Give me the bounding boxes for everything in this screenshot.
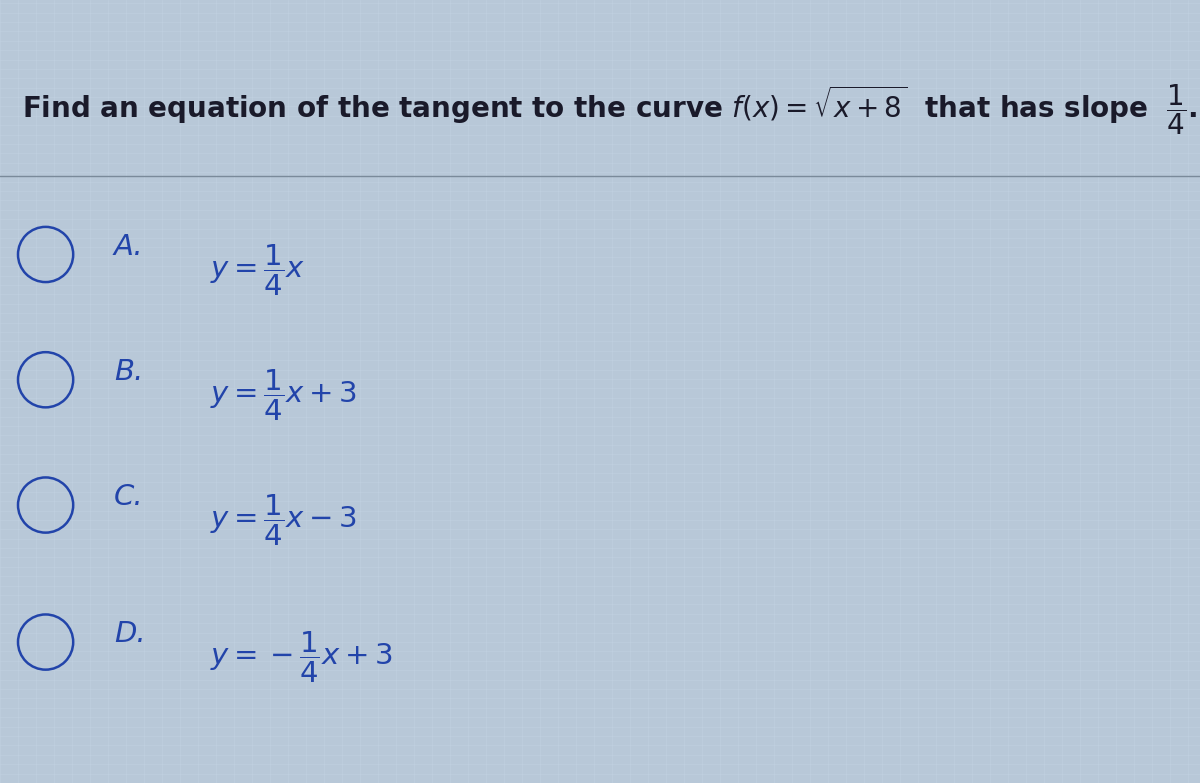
- Text: $y = \dfrac{1}{4}x - 3$: $y = \dfrac{1}{4}x - 3$: [210, 493, 358, 548]
- Text: A.: A.: [114, 233, 144, 261]
- Text: D.: D.: [114, 620, 145, 648]
- Text: $y = -\dfrac{1}{4}x + 3$: $y = -\dfrac{1}{4}x + 3$: [210, 630, 392, 685]
- Text: C.: C.: [114, 483, 144, 511]
- Text: Find an equation of the tangent to the curve $f(x) = \sqrt{x+8}$  that has slope: Find an equation of the tangent to the c…: [22, 82, 1198, 137]
- Text: B.: B.: [114, 358, 143, 386]
- Text: $y = \dfrac{1}{4}x$: $y = \dfrac{1}{4}x$: [210, 243, 305, 298]
- Text: $y = \dfrac{1}{4}x + 3$: $y = \dfrac{1}{4}x + 3$: [210, 368, 358, 423]
